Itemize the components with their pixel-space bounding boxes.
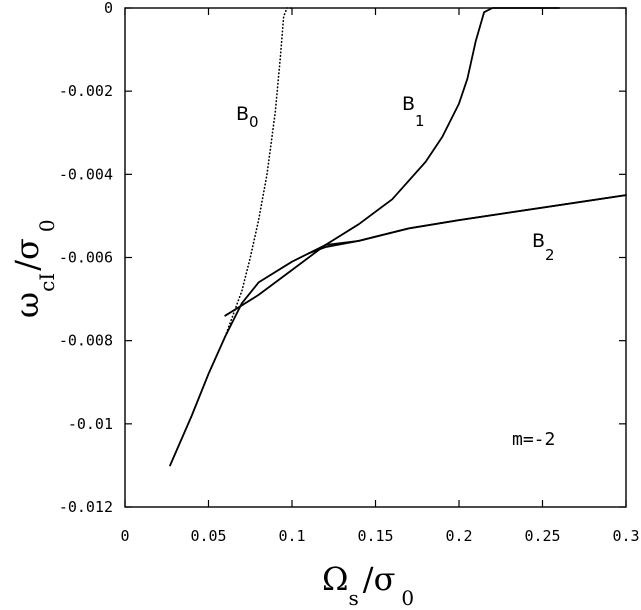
- curve-label-b1-main: B: [402, 93, 415, 115]
- y-axis-label-sub: cI: [35, 273, 59, 292]
- x-tick-label: 0.3: [612, 527, 639, 545]
- curve-label-b2-sub: 2: [545, 246, 555, 264]
- x-tick-label: 0.15: [357, 527, 393, 545]
- annotation-m: m=-2: [512, 429, 555, 450]
- curve-label-b0-sub: 0: [249, 113, 259, 131]
- y-axis-label-denom: σ: [8, 238, 46, 260]
- curve-label-b2-main: B: [532, 230, 545, 252]
- curve-label-b2: B2: [532, 230, 555, 264]
- series-line-b2-branch: [307, 194, 627, 255]
- series-layer: [169, 7, 627, 467]
- x-axis-label-denom: σ: [374, 560, 396, 598]
- x-tick-label: 0.1: [278, 527, 305, 545]
- y-axis-label-denom-sub: 0: [35, 219, 59, 232]
- series-line-b1: [169, 7, 561, 467]
- series-line-b2: [224, 194, 627, 317]
- y-tick-label: -0.012: [59, 498, 113, 516]
- curve-label-b0: B0: [236, 103, 259, 131]
- y-tick-label: -0.002: [59, 82, 113, 100]
- x-tick-label: 0.2: [445, 527, 472, 545]
- y-axis-label-main: ω: [8, 292, 46, 318]
- curve-label-b0-main: B: [236, 103, 249, 125]
- x-tick-label: 0.25: [524, 527, 560, 545]
- label-layer: B0 B1 B2 m=-2 Ωs/σ 0 ωcI/σ0: [8, 93, 555, 610]
- y-tick-label: -0.01: [68, 415, 113, 433]
- curve-label-b1: B1: [402, 93, 425, 130]
- x-tick-label: 0.05: [190, 527, 226, 545]
- axes-layer: 0 0.05 0.1 0.15 0.2 0.25 0.3 0 -0.002 -0.004 -0.00…: [59, 0, 640, 545]
- x-axis-label-main: Ω: [322, 560, 349, 598]
- y-tick-label: -0.008: [59, 332, 113, 350]
- curve-label-b1-sub: 1: [415, 112, 425, 130]
- y-axis-label: ωcI /σ 0: [8, 219, 59, 318]
- x-axis-label-denom-sub: 0: [401, 586, 414, 610]
- y-axis-label-slash: /: [8, 260, 46, 271]
- x-axis-label-sub: s: [349, 586, 359, 610]
- x-axis-label-slash: /: [363, 560, 374, 598]
- y-tick-label: -0.004: [59, 165, 113, 183]
- y-tick-label: 0: [104, 0, 113, 17]
- series-line-b0: [169, 7, 293, 467]
- x-tick-label: 0: [120, 527, 129, 545]
- y-tick-label: -0.006: [59, 249, 113, 267]
- x-axis-label: Ωs/σ 0: [322, 560, 414, 610]
